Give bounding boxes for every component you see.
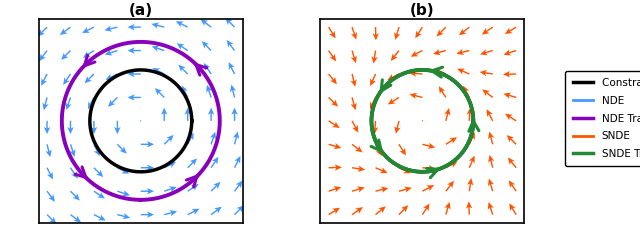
Legend: Constraint Manifold, NDE, NDE Trajectory, SNDE, SNDE Trajectory: Constraint Manifold, NDE, NDE Trajectory… [565,71,640,166]
Title: (a): (a) [129,3,153,18]
Title: (b): (b) [410,3,435,18]
